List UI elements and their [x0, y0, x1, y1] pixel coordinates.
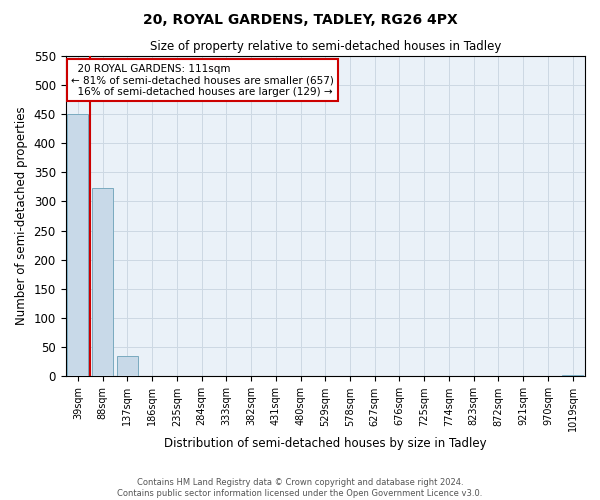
Text: 20 ROYAL GARDENS: 111sqm  
← 81% of semi-detached houses are smaller (657)
  16%: 20 ROYAL GARDENS: 111sqm ← 81% of semi-d…	[71, 64, 334, 97]
Text: 20, ROYAL GARDENS, TADLEY, RG26 4PX: 20, ROYAL GARDENS, TADLEY, RG26 4PX	[143, 12, 457, 26]
Text: Contains HM Land Registry data © Crown copyright and database right 2024.
Contai: Contains HM Land Registry data © Crown c…	[118, 478, 482, 498]
Bar	[562, 374, 583, 376]
Y-axis label: Number of semi-detached properties: Number of semi-detached properties	[15, 106, 28, 326]
Bar	[92, 188, 113, 376]
Bar	[67, 114, 88, 376]
Bar	[117, 356, 138, 376]
X-axis label: Distribution of semi-detached houses by size in Tadley: Distribution of semi-detached houses by …	[164, 437, 487, 450]
Title: Size of property relative to semi-detached houses in Tadley: Size of property relative to semi-detach…	[149, 40, 501, 53]
